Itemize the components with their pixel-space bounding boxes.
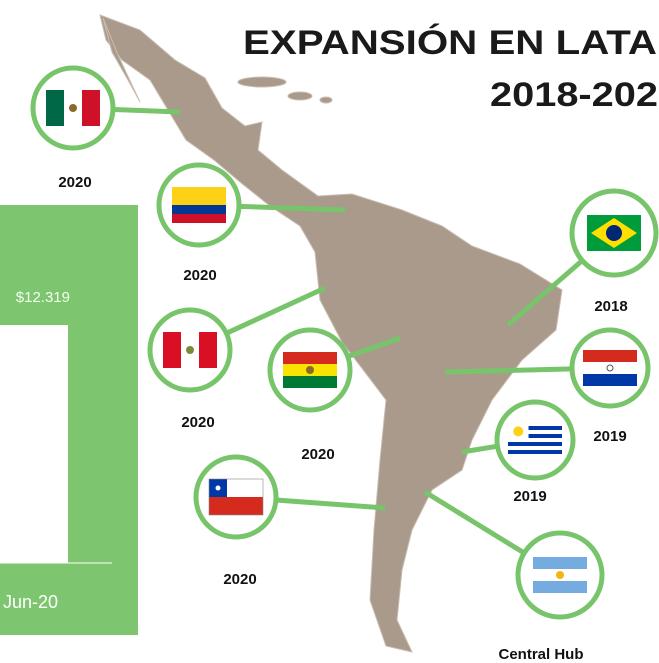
marker-label: Central Hub [498, 646, 583, 663]
country-marker: 2020 [267, 327, 401, 463]
flag-part [556, 571, 564, 579]
connector-line [444, 366, 573, 375]
country-marker: 2020 [156, 162, 346, 284]
marker-label: 2020 [181, 414, 214, 431]
flag-part [82, 90, 100, 126]
marker-label: 2020 [223, 571, 256, 588]
marker-label: 2019 [593, 428, 626, 445]
connector-line [238, 203, 346, 213]
flag-part [46, 90, 64, 126]
flag-part [208, 478, 264, 516]
connector-line [423, 489, 526, 556]
panel-date: Jun-20 [3, 592, 58, 612]
flag-part [172, 187, 226, 205]
panel-bar [0, 325, 68, 563]
flag-part [209, 497, 263, 515]
country-marker: 2018 [506, 188, 659, 327]
connector-line [225, 285, 327, 336]
flag-part [163, 332, 181, 368]
flag-part [583, 362, 637, 374]
connector-line [112, 106, 181, 115]
connector-line [275, 497, 386, 511]
flag-part [172, 214, 226, 223]
connector-line [506, 258, 584, 327]
flag-part [606, 225, 622, 241]
country-marker: Central Hub [423, 489, 605, 663]
country-marker: 2020 [147, 285, 327, 431]
flag-part [172, 205, 226, 214]
flag-part [69, 104, 77, 112]
connector-line [461, 443, 498, 455]
country-marker: 2019 [444, 327, 651, 445]
flag-part [508, 426, 562, 430]
panel-value: $12.319 [16, 289, 70, 306]
flag-part [215, 485, 221, 491]
marker-label: 2020 [183, 267, 216, 284]
flag-part [533, 581, 587, 593]
flag-part [283, 376, 337, 388]
flag-part [583, 350, 637, 362]
latam-map [99, 14, 563, 653]
country-marker: 2020 [193, 454, 386, 588]
title-line1: EXPANSIÓN EN LATA [243, 24, 657, 62]
connector-line [346, 335, 401, 359]
marker-label: 2020 [58, 174, 91, 191]
flag-part [306, 366, 314, 374]
marker-label: 2019 [513, 488, 546, 505]
flag-part [508, 442, 562, 446]
country-marker: 2020 [30, 65, 181, 191]
marker-label: 2018 [594, 298, 627, 315]
title-line2: 2018-202 [490, 76, 658, 114]
flag-part [508, 450, 562, 454]
marker-label: 2020 [301, 446, 334, 463]
flag-part [606, 364, 614, 372]
flag-part [199, 332, 217, 368]
flag-part [186, 346, 194, 354]
flag-part [283, 352, 337, 364]
flag-part [533, 557, 587, 569]
country-marker: 2019 [461, 399, 576, 505]
flag-part [513, 426, 524, 437]
flag-part [508, 434, 562, 438]
flag-part [583, 374, 637, 386]
